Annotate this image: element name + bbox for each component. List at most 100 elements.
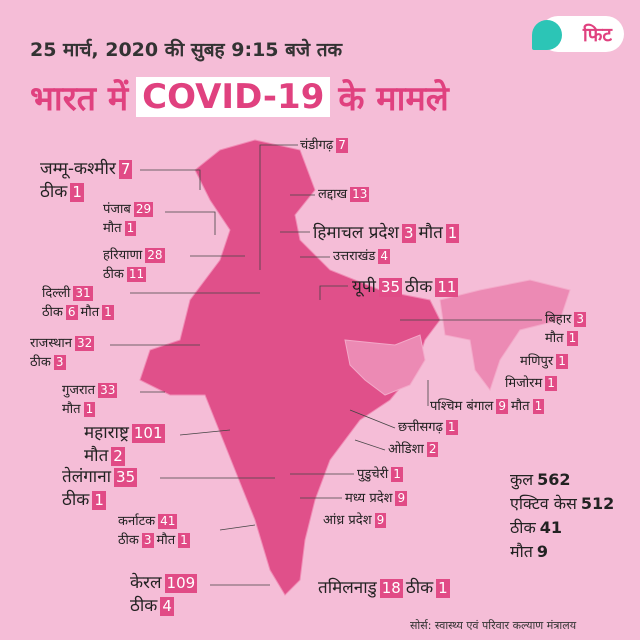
title-part: भारत में bbox=[30, 79, 129, 119]
state-row: लद्दाख 13 bbox=[318, 185, 370, 204]
leader-line bbox=[179, 429, 231, 436]
deaths-label: मौत bbox=[103, 221, 122, 236]
state-name: दिल्ली bbox=[42, 286, 71, 301]
title-highlight: COVID-19 bbox=[136, 77, 331, 117]
deaths-label: मौत bbox=[511, 399, 530, 414]
state-row: यूपी 35 ठीक 11 bbox=[352, 276, 459, 299]
case-count: 33 bbox=[98, 383, 118, 398]
state-name: पश्चिम बंगाल bbox=[430, 399, 494, 414]
deaths-label: मौत bbox=[84, 446, 109, 466]
cured-label: ठीक bbox=[103, 267, 124, 282]
state-label: मणिपुर 1 bbox=[520, 352, 568, 371]
state-label: राजस्थान 32 ठीक 3 bbox=[30, 334, 95, 372]
state-row: हरियाणा 28 bbox=[103, 246, 165, 265]
state-row: जम्मू-कश्मीर 7 bbox=[40, 158, 133, 181]
state-label: यूपी 35 ठीक 11 bbox=[352, 276, 459, 299]
cured-label: ठीक bbox=[405, 578, 434, 598]
state-name: गुजरात bbox=[62, 383, 96, 398]
source: सोर्स: स्वास्थ्य एवं परिवार कल्याण मंत्र… bbox=[410, 619, 577, 632]
state-name: हरियाणा bbox=[103, 248, 143, 263]
state-name: चंडीगढ़ bbox=[300, 138, 334, 153]
state-row: ओडिशा 2 bbox=[388, 440, 439, 459]
logo-text: फिट bbox=[582, 24, 612, 46]
cured-label: ठीक bbox=[118, 533, 139, 548]
state-row: ठीक 11 bbox=[103, 265, 165, 284]
state-row: मौत 2 bbox=[84, 445, 165, 468]
case-count: 9 bbox=[374, 513, 387, 528]
state-name: बिहार bbox=[545, 312, 572, 327]
state-label: छत्तीसगढ़ 1 bbox=[398, 418, 458, 437]
state-row: हिमाचल प्रदेश 3 मौत 1 bbox=[313, 222, 460, 245]
state-row: महाराष्ट्र 101 bbox=[84, 422, 165, 445]
state-name: छत्तीसगढ़ bbox=[398, 420, 443, 435]
cured-count: 11 bbox=[435, 278, 459, 297]
deaths-count: 1 bbox=[532, 399, 545, 414]
case-count: 4 bbox=[378, 249, 391, 264]
cured-count: 3 bbox=[141, 533, 154, 548]
case-count: 1 bbox=[545, 376, 557, 391]
leader-line bbox=[349, 409, 396, 429]
case-count: 2 bbox=[426, 442, 439, 457]
leader-line bbox=[354, 439, 386, 451]
state-label: ओडिशा 2 bbox=[388, 440, 439, 459]
state-row: पंजाब 29 bbox=[103, 200, 154, 219]
india-shape bbox=[139, 139, 441, 596]
state-name: तेलंगाना bbox=[62, 467, 112, 487]
case-count: 9 bbox=[395, 491, 408, 506]
state-name: मध्य प्रदेश bbox=[345, 491, 393, 506]
deaths-label: मौत bbox=[62, 402, 81, 417]
leader-line bbox=[165, 211, 216, 235]
state-row: बिहार 3 bbox=[545, 310, 587, 329]
leader-line bbox=[319, 285, 348, 300]
total-value: 562 bbox=[537, 470, 571, 489]
state-row: गुजरात 33 bbox=[62, 381, 118, 400]
case-count: 7 bbox=[336, 138, 348, 153]
case-count: 35 bbox=[378, 278, 403, 297]
title-part: के मामले bbox=[338, 79, 449, 119]
case-count: 32 bbox=[75, 336, 95, 351]
total-row: एक्टिव केस 512 bbox=[510, 492, 614, 516]
cured-count: 6 bbox=[65, 305, 78, 320]
state-row: आंध्र प्रदेश 9 bbox=[323, 511, 387, 530]
total-label: एक्टिव केस bbox=[510, 494, 577, 513]
state-name: कर्नाटक bbox=[118, 514, 156, 529]
state-row: दिल्ली 31 bbox=[42, 284, 114, 303]
case-count: 1 bbox=[391, 467, 403, 482]
state-row: पुडुचेरी 1 bbox=[357, 465, 403, 484]
leader-line bbox=[140, 169, 201, 190]
state-label: जम्मू-कश्मीर 7 ठीक 1 bbox=[40, 158, 133, 204]
state-name: महाराष्ट्र bbox=[84, 423, 129, 443]
logo: फिट bbox=[532, 16, 624, 52]
case-count: 3 bbox=[401, 224, 416, 243]
case-count: 1 bbox=[445, 420, 458, 435]
deaths-label: मौत bbox=[80, 305, 100, 320]
state-name: मिजोरम bbox=[505, 376, 543, 391]
state-label: कर्नाटक 41 ठीक 3 मौत 1 bbox=[118, 512, 190, 550]
total-label: ठीक bbox=[510, 518, 536, 537]
state-label: आंध्र प्रदेश 9 bbox=[323, 511, 387, 530]
state-row: उत्तराखंड 4 bbox=[333, 247, 391, 266]
cured-count: 1 bbox=[436, 579, 450, 598]
state-name: आंध्र प्रदेश bbox=[323, 513, 372, 528]
total-value: 9 bbox=[536, 542, 548, 561]
deaths-count: 1 bbox=[566, 331, 579, 346]
case-count: 29 bbox=[133, 202, 154, 217]
state-label: गुजरात 33 मौत 1 bbox=[62, 381, 118, 419]
state-row: ठीक 4 bbox=[130, 595, 197, 618]
state-row: राजस्थान 32 bbox=[30, 334, 95, 353]
cured-label: ठीक bbox=[130, 596, 158, 616]
cured-count: 1 bbox=[70, 183, 84, 202]
state-label: दिल्ली 31 ठीक 6 मौत 1 bbox=[42, 284, 114, 322]
case-count: 41 bbox=[158, 514, 178, 529]
deaths-count: 1 bbox=[102, 305, 114, 320]
state-label: केरल 109 ठीक 4 bbox=[130, 572, 198, 618]
deaths-count: 1 bbox=[83, 402, 96, 417]
state-name: केरल bbox=[130, 573, 162, 593]
state-label: मिजोरम 1 bbox=[505, 374, 557, 393]
cured-label: ठीक bbox=[40, 182, 68, 202]
cured-count: 4 bbox=[160, 597, 174, 616]
deaths-label: मौत bbox=[418, 223, 443, 243]
case-count: 18 bbox=[379, 579, 403, 598]
state-row: मौत 1 bbox=[103, 219, 153, 238]
